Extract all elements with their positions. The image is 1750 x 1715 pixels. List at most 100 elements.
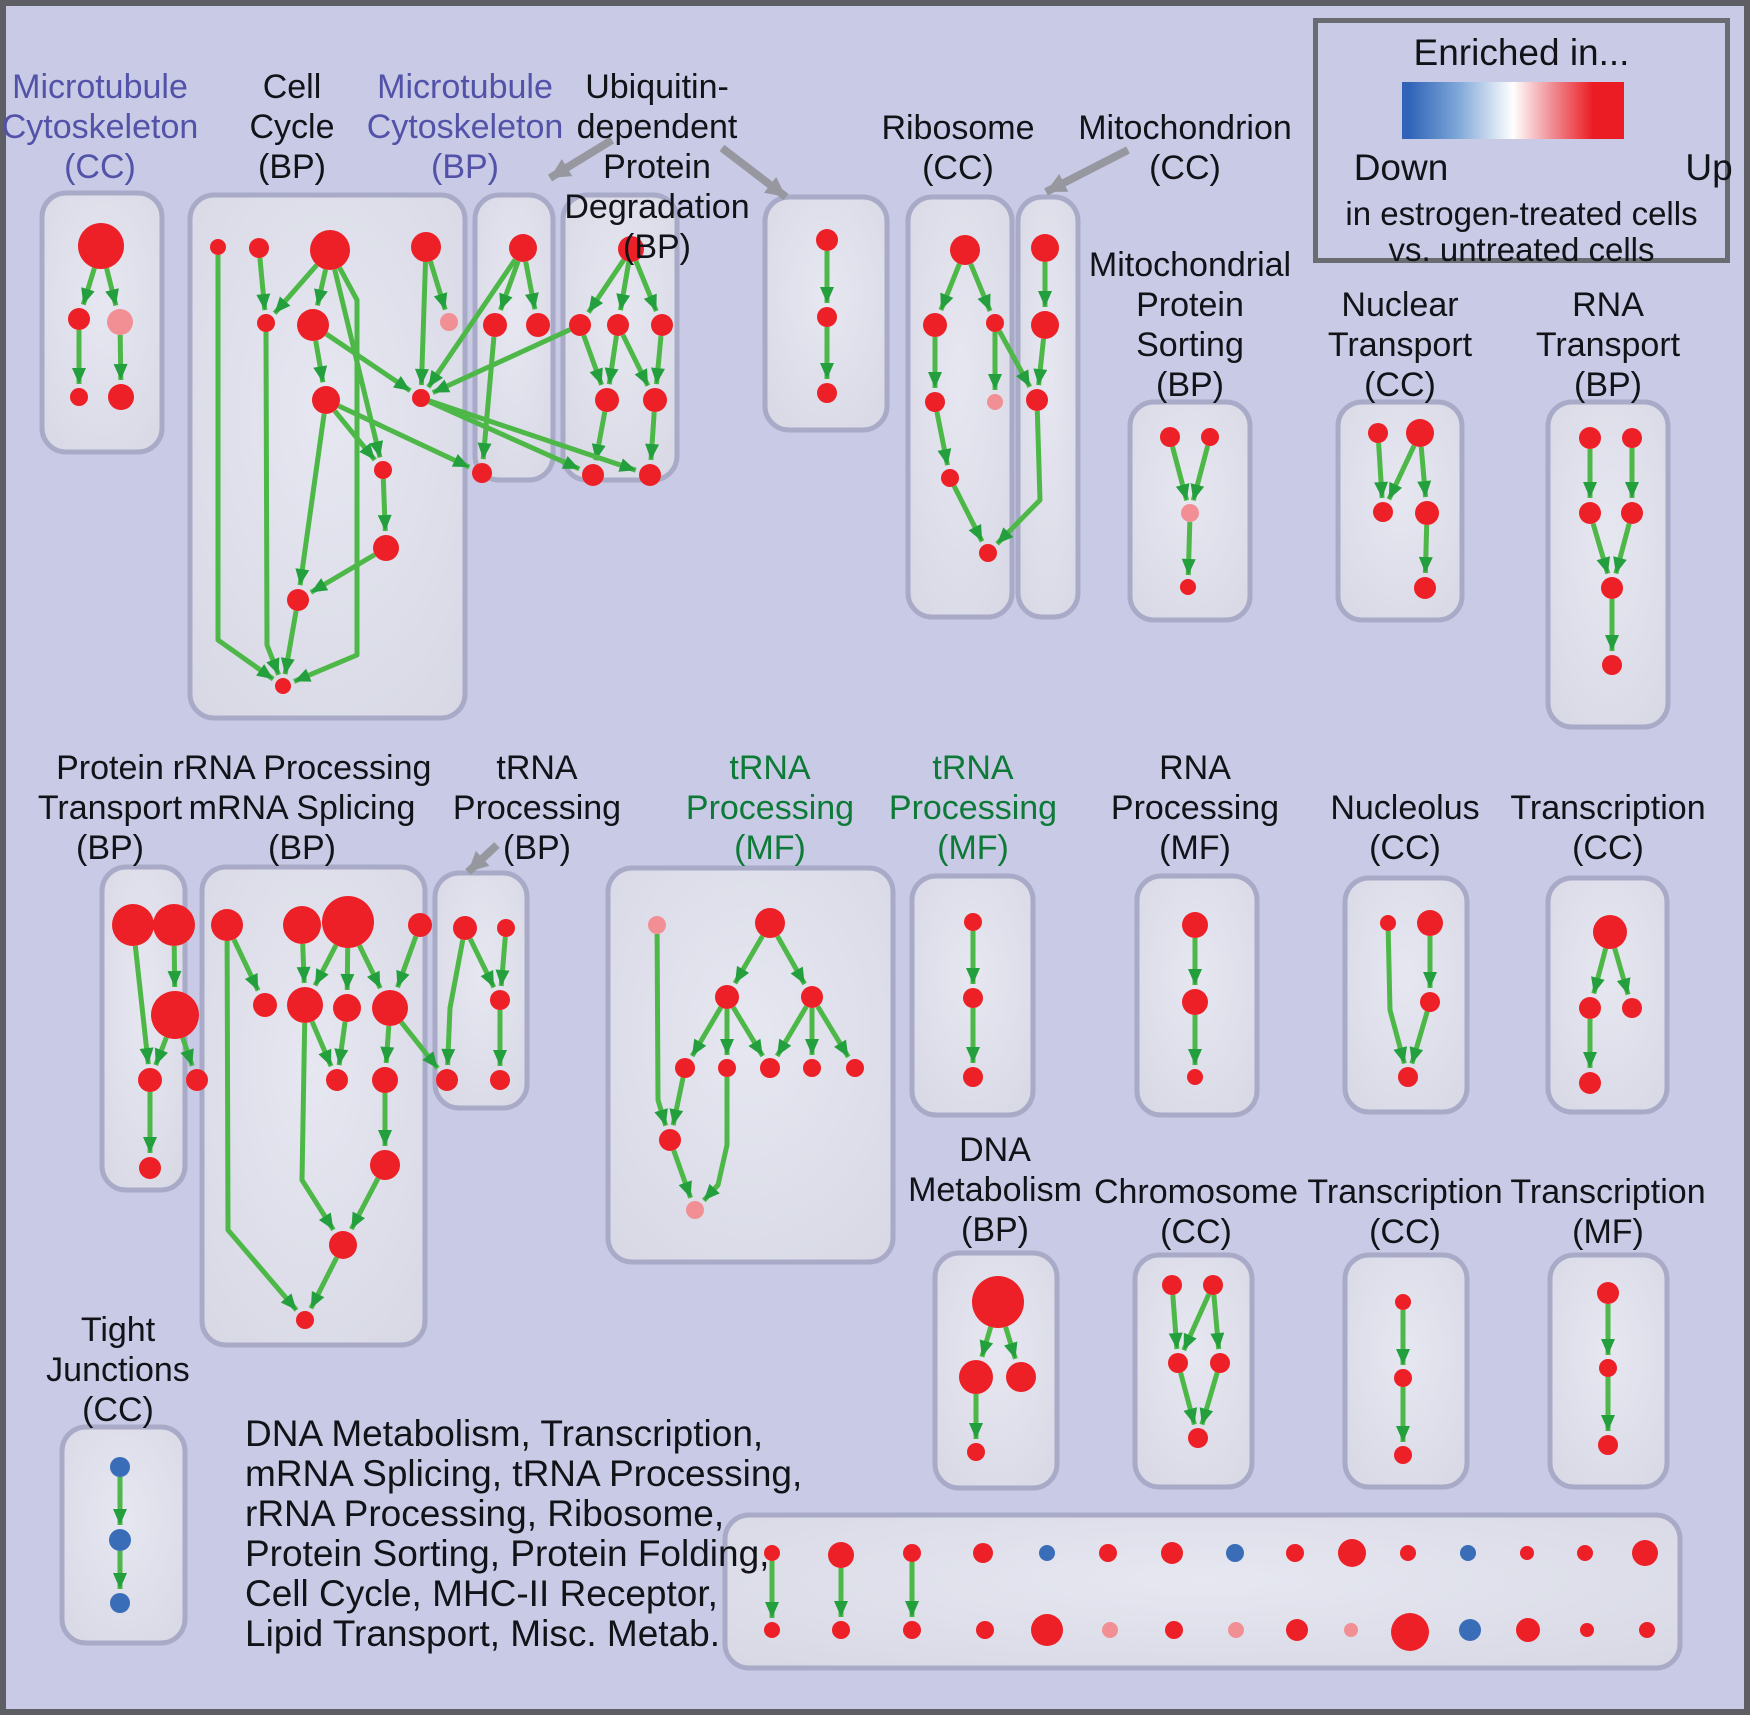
node-c13 <box>275 678 291 694</box>
node-tb2 <box>497 919 515 937</box>
node-z19 <box>976 1621 994 1639</box>
node-d2 <box>959 1360 993 1394</box>
edge-n1-n13 <box>224 940 299 1312</box>
edge-d1-d3 <box>1003 1326 1018 1360</box>
node-rt3 <box>1579 502 1601 524</box>
edge-tb1-tb3 <box>467 937 497 989</box>
node-n13 <box>296 1311 314 1329</box>
node-x2 <box>1394 1369 1412 1387</box>
node-z10 <box>1338 1539 1366 1567</box>
node-q2 <box>569 314 591 336</box>
node-rt6 <box>1602 655 1622 675</box>
node-d3 <box>1006 1362 1036 1392</box>
edge-n4-n8 <box>395 935 419 989</box>
node-x3 <box>1394 1446 1412 1464</box>
edge-c8-c12 <box>295 413 327 586</box>
node-nt2 <box>1406 419 1434 447</box>
edge-c1-c13 <box>215 255 275 682</box>
legend-down-label: Down <box>1353 147 1449 188</box>
node-z15 <box>1632 1540 1658 1566</box>
node-s3 <box>1181 504 1199 522</box>
node-z23 <box>1228 1622 1244 1638</box>
edge-a3-a5 <box>113 334 128 381</box>
edge-nt4-nt5 <box>1418 524 1433 574</box>
edge-k2-k4 <box>1210 1294 1225 1350</box>
cluster-box-mitochondrion-cc <box>1015 194 1081 620</box>
node-z3 <box>903 1544 921 1562</box>
edge-q1-q4 <box>633 260 659 313</box>
edge-nt1-nt3 <box>1374 442 1389 499</box>
edge-n8-n10 <box>380 1025 395 1064</box>
node-a2 <box>68 308 90 330</box>
node-z22 <box>1165 1621 1183 1639</box>
edge-c10-c11 <box>377 478 392 532</box>
edge-f1-f10 <box>654 933 669 1127</box>
legend-title: Enriched in... <box>1413 32 1630 73</box>
node-z27 <box>1459 1619 1481 1641</box>
edge-r1-r3 <box>968 262 993 312</box>
node-u3 <box>1420 992 1440 1012</box>
edge-c2-c5 <box>256 257 271 311</box>
node-a4 <box>70 388 88 406</box>
node-z28 <box>1516 1618 1540 1642</box>
node-r4 <box>925 392 945 412</box>
edge-q6-q8 <box>645 411 660 461</box>
edge-c9-q8 <box>428 398 637 473</box>
node-c9 <box>412 389 430 407</box>
node-p2 <box>153 904 195 946</box>
node-q1 <box>618 236 644 262</box>
node-c2 <box>249 238 269 258</box>
node-z12 <box>1460 1545 1476 1561</box>
edge-n11-n12 <box>349 1177 381 1231</box>
node-f1 <box>648 916 666 934</box>
edge-nt2-nt3 <box>1386 444 1417 501</box>
edge-c3-c13 <box>293 266 360 684</box>
node-g3 <box>963 1067 983 1087</box>
node-b3 <box>526 313 550 337</box>
edge-c4-c9 <box>414 261 429 386</box>
cluster-box-misc-pairs <box>722 1512 1683 1671</box>
edge-c12-c13 <box>280 610 299 675</box>
node-nt3 <box>1373 502 1393 522</box>
node-q8 <box>639 464 661 486</box>
edge-nt2-nt4 <box>1417 446 1432 498</box>
edge-c9-q7 <box>428 399 581 472</box>
node-p4 <box>138 1068 162 1092</box>
node-r5 <box>987 394 1003 410</box>
edge-f3-f7 <box>731 1006 765 1058</box>
legend-subtitle-1: in estrogen-treated cells <box>1345 195 1698 232</box>
edge-n3-n6 <box>312 943 339 987</box>
edge-q2-q5 <box>581 334 604 386</box>
node-p5 <box>186 1069 208 1091</box>
node-j2 <box>109 1529 131 1551</box>
node-c12 <box>287 589 309 611</box>
node-w1 <box>816 229 838 251</box>
node-z16 <box>764 1622 780 1638</box>
node-t4 <box>1579 1072 1601 1094</box>
edge-q1-q3 <box>616 261 632 311</box>
cluster-box-dna-metabolism-bp <box>932 1250 1060 1491</box>
node-g2 <box>963 988 983 1008</box>
edge-c3-c5 <box>272 263 319 315</box>
node-u4 <box>1398 1067 1418 1087</box>
node-x1 <box>1395 1294 1411 1310</box>
node-tb1 <box>453 916 477 940</box>
node-z25 <box>1344 1623 1358 1637</box>
legend-subtitle-2: vs. untreated cells <box>1388 231 1655 268</box>
node-z14 <box>1577 1545 1593 1561</box>
cluster-box-nuclear-transport-cc <box>1335 399 1465 623</box>
edge-q5-q7 <box>591 411 608 461</box>
node-q7 <box>582 464 604 486</box>
node-f5 <box>675 1058 695 1078</box>
node-c4 <box>411 232 441 262</box>
node-c6 <box>297 309 329 341</box>
node-b2 <box>483 313 507 337</box>
edge-c6-c9 <box>324 331 412 393</box>
node-q5 <box>595 388 619 412</box>
node-k5 <box>1188 1428 1208 1448</box>
edge-t1-t2 <box>1591 947 1609 995</box>
edge-f5-f10 <box>669 1077 686 1126</box>
node-n4 <box>408 913 432 937</box>
node-n7 <box>333 994 361 1022</box>
